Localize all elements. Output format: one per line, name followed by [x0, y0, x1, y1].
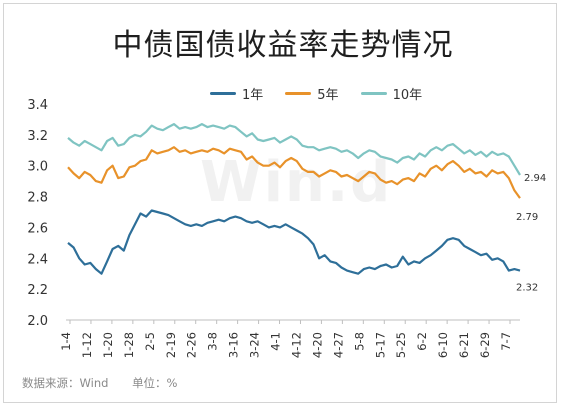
x-tick-label: 6-29 — [478, 332, 492, 358]
x-tick-label: 2-26 — [185, 332, 199, 358]
x-tick-label: 6-21 — [457, 332, 471, 358]
x-tick-label: 6-2 — [415, 332, 429, 351]
y-tick-label: 2.4 — [27, 252, 48, 267]
legend-swatch-1y — [210, 92, 236, 95]
x-tick-label: 1-4 — [59, 332, 73, 351]
y-tick-label: 2.8 — [27, 191, 48, 206]
x-tick-label: 1-20 — [101, 332, 115, 358]
legend-swatch-10y — [360, 92, 387, 95]
x-tick-label: 3-8 — [206, 332, 220, 351]
x-tick-label: 2-19 — [164, 332, 178, 358]
x-tick-label: 4-27 — [331, 332, 345, 358]
data-source-note: 数据来源：Wind — [22, 376, 109, 390]
unit-note: 单位：% — [132, 376, 178, 390]
x-tick-label: 4-12 — [289, 332, 303, 358]
y-tick-label: 2.6 — [27, 221, 48, 236]
x-tick-label: 5-17 — [373, 332, 387, 358]
legend-item-10y: 10年 — [360, 84, 423, 103]
legend-label-1y: 1年 — [242, 88, 264, 103]
x-tick-label: 2-5 — [143, 332, 157, 351]
x-tick-label: 4-20 — [310, 332, 324, 358]
legend-label-10y: 10年 — [392, 88, 423, 103]
x-tick-label: 4-1 — [269, 332, 283, 351]
x-tick-label: 7-7 — [499, 332, 513, 351]
legend-swatch-5y — [285, 92, 312, 95]
x-tick-label: 6-10 — [436, 332, 450, 358]
y-tick-label: 3.2 — [27, 129, 48, 144]
y-tick-label: 3.4 — [27, 98, 48, 113]
series-end-label-10y: 2.94 — [524, 173, 546, 184]
series-end-label-1y: 2.32 — [516, 283, 538, 294]
chart-title: 中债国债收益率走势情况 — [112, 28, 454, 63]
series-line-5y — [67, 146, 521, 199]
legend-item-5y: 5年 — [285, 84, 339, 103]
chart-footer: 数据来源：Wind 单位：% — [22, 375, 198, 391]
y-tick-label: 3.0 — [27, 160, 48, 175]
x-tick-label: 5-8 — [352, 332, 366, 351]
series-line-10y — [67, 123, 521, 176]
y-tick-label: 2.2 — [27, 283, 48, 298]
x-tick-label: 1-12 — [80, 332, 94, 358]
legend-item-1y: 1年 — [210, 84, 263, 103]
y-tick-label: 2.0 — [27, 314, 48, 329]
x-tick-label: 3-24 — [248, 332, 262, 358]
x-tick-label: 5-25 — [394, 332, 408, 358]
x-tick-label: 3-16 — [227, 332, 241, 358]
legend-label-5y: 5年 — [317, 88, 339, 103]
chart-legend: 1年 5年 10年 — [210, 84, 422, 103]
chart-frame — [3, 3, 557, 403]
series-end-label-5y: 2.79 — [516, 212, 538, 223]
series-line-1y — [67, 209, 521, 275]
x-tick-label: 1-28 — [122, 332, 136, 358]
